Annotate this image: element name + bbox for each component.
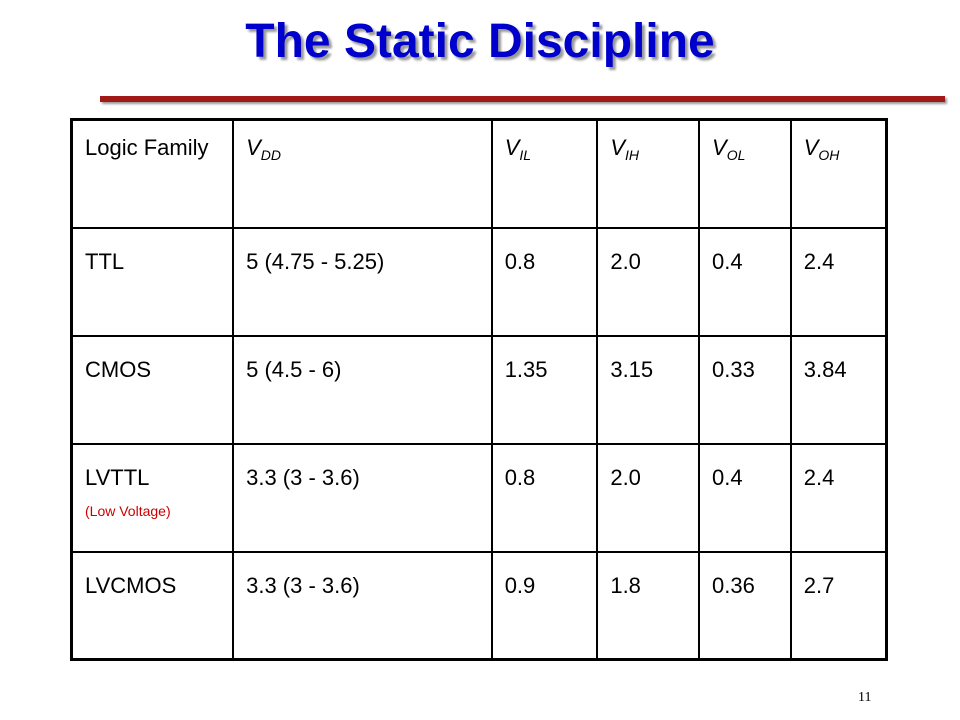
header-cell: VOH [789,118,888,229]
table-cell: 5 (4.75 - 5.25) [232,226,493,337]
header-cell: VOL [698,118,792,229]
table-row: TTL 5 (4.75 - 5.25) 0.8 2.0 0.4 2.4 [70,226,888,337]
subscript: IL [519,147,532,163]
slide-title: The Static Discipline [245,15,715,68]
table-row: LVCMOS 3.3 (3 - 3.6) 0.9 1.8 0.36 2.7 [70,550,888,661]
table-cell: 3.3 (3 - 3.6) [232,442,493,553]
table-cell: 0.8 [490,226,599,337]
table-cell: LVCMOS [70,550,235,661]
cell-text: LVTTL [85,464,150,490]
cell-text: TTL [85,248,125,274]
table-cell: 0.8 [490,442,599,553]
cell-text: V [803,135,819,160]
cell-text: V [610,135,626,160]
table-cell: 1.35 [490,334,599,445]
table-cell: CMOS [70,334,235,445]
header-row: Logic Family VDD VIL VIH VOL VOH [70,118,888,229]
table-cell: 3.3 (3 - 3.6) [232,550,493,661]
table-cell: 0.9 [490,550,599,661]
table-cell: 0.36 [698,550,792,661]
title-rule [100,96,945,102]
table-cell: 3.84 [789,334,888,445]
table-row: CMOS 5 (4.5 - 6) 1.35 3.15 0.33 3.84 [70,334,888,445]
cell-note: (Low Voltage) [85,502,171,519]
table-cell: 2.4 [789,442,888,553]
table-cell: 1.8 [596,550,700,661]
header-cell: Logic Family [70,118,235,229]
table-cell: 2.7 [789,550,888,661]
table-cell: 2.4 [789,226,888,337]
table-cell: LVTTL (Low Voltage) [70,442,235,553]
subscript: DD [260,147,282,163]
table-cell: 5 (4.5 - 6) [232,334,493,445]
subscript: IH [625,147,640,163]
header-cell: VIL [490,118,599,229]
cell-text: LVCMOS [85,572,177,598]
data-table: Logic Family VDD VIL VIH VOL VOH TTL 5 (4.75 - … [70,118,888,661]
cell-text: V [246,135,261,160]
table-cell: 3.15 [596,334,700,445]
table-cell: 2.0 [596,442,700,553]
header-cell: VDD [232,118,493,229]
subscript: OL [726,147,746,163]
subscript: OH [818,147,840,163]
cell-text: V [504,135,520,160]
cell-text: CMOS [85,356,151,382]
table-cell: 0.4 [698,226,792,337]
table-cell: 0.4 [698,442,792,553]
table-cell: 0.33 [698,334,792,445]
header-cell: VIH [596,118,700,229]
table-row: LVTTL (Low Voltage) 3.3 (3 - 3.6) 0.8 2.0 0.4… [70,442,888,553]
page-number: 11 [858,690,872,705]
cell-text: Logic Family [85,135,209,160]
cell-text: V [712,135,727,160]
table-cell: TTL [70,226,235,337]
table-cell: 2.0 [596,226,700,337]
